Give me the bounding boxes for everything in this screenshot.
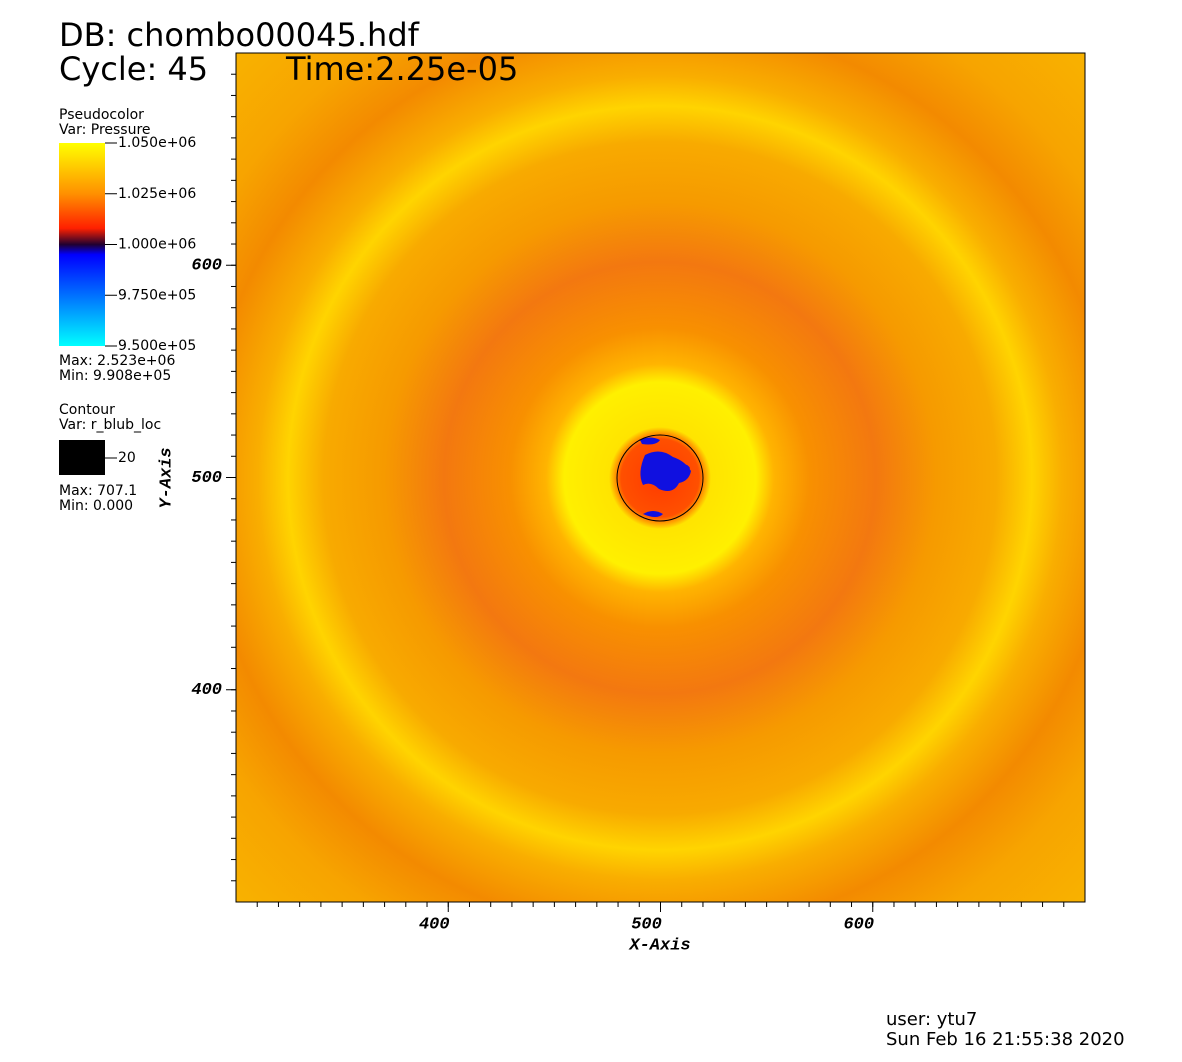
color-bar — [59, 143, 105, 346]
time-label: Time:2.25e-05 — [285, 50, 518, 88]
cycle-label: Cycle: 45 — [59, 50, 208, 88]
contour-swatch — [59, 440, 105, 475]
x-tick-label: 500 — [631, 915, 662, 934]
contour-min: Min: 0.000 — [59, 498, 133, 514]
contour-variable: Var: r_blub_loc — [59, 417, 161, 433]
legend-min: Min: 9.908e+05 — [59, 368, 171, 384]
x-tick-label: 400 — [419, 915, 450, 934]
y-tick-label: 500 — [191, 469, 222, 488]
color-bar-label: 1.050e+06 — [118, 135, 196, 151]
y-axis-title: Y-Axis — [157, 447, 176, 508]
blue-region — [640, 451, 691, 491]
legend-max: Max: 2.523e+06 — [59, 353, 175, 369]
legend-title: Pseudocolor — [59, 107, 144, 123]
blue-region — [680, 464, 690, 473]
blue-region — [640, 437, 660, 445]
contour-line — [616, 434, 704, 522]
y-tick-label: 600 — [191, 257, 222, 276]
blue-regions — [640, 437, 691, 517]
x-tick-label: 600 — [843, 915, 874, 934]
contour-max: Max: 707.1 — [59, 483, 137, 499]
legend-variable: Var: Pressure — [59, 122, 151, 138]
color-bar-label: 9.750e+05 — [118, 287, 196, 303]
color-bar-label: 9.500e+05 — [118, 338, 196, 354]
database-label: DB: chombo00045.hdf — [59, 16, 420, 54]
date-label: Sun Feb 16 21:55:38 2020 — [886, 1029, 1125, 1050]
blue-region — [643, 511, 663, 517]
contour-title: Contour — [59, 402, 115, 418]
x-axis-title: X-Axis — [628, 936, 690, 955]
contour-level: 20 — [118, 450, 136, 466]
color-bar-label: 1.000e+06 — [118, 237, 196, 253]
user-label: user: ytu7 — [886, 1009, 977, 1030]
color-bar-label: 1.025e+06 — [118, 186, 196, 202]
y-tick-label: 400 — [191, 681, 222, 700]
